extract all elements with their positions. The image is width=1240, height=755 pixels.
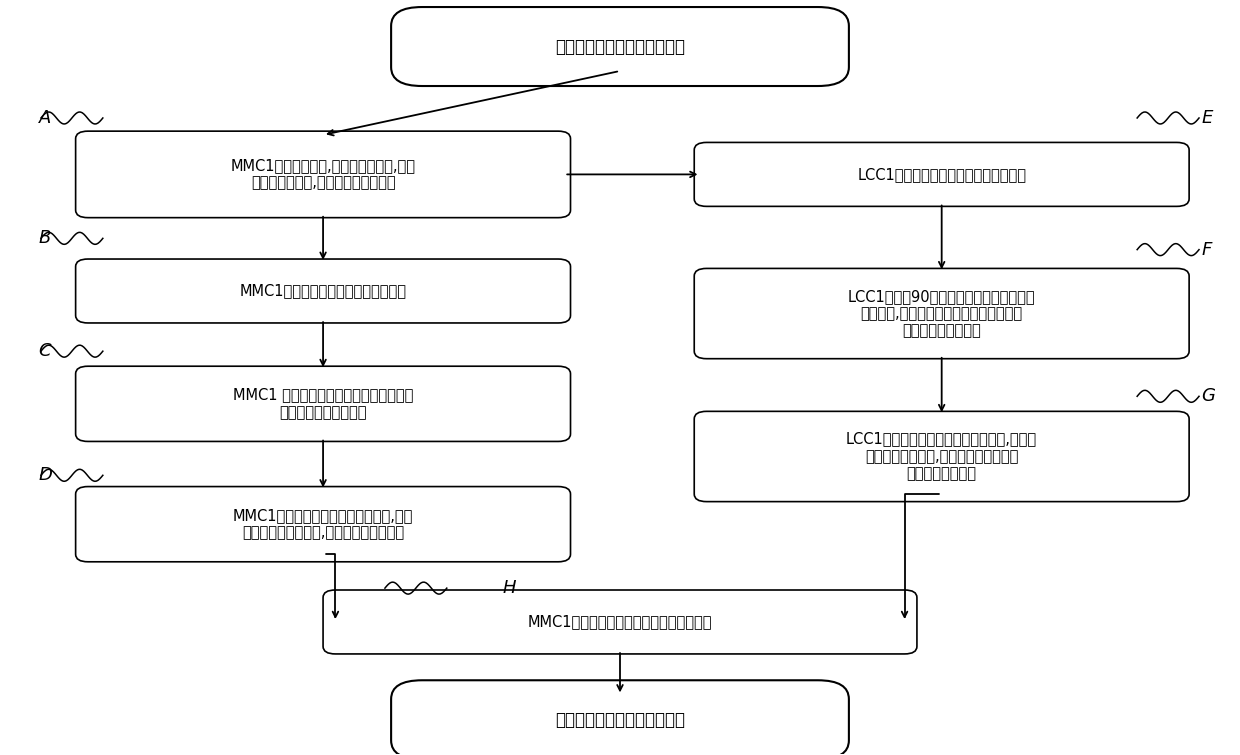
FancyBboxPatch shape — [694, 411, 1189, 501]
Text: E: E — [1202, 109, 1213, 127]
FancyBboxPatch shape — [391, 680, 849, 755]
Text: 各端待投入阀组在线投入完成: 各端待投入阀组在线投入完成 — [556, 710, 684, 729]
Text: A: A — [38, 109, 51, 127]
FancyBboxPatch shape — [694, 269, 1189, 359]
Text: H: H — [502, 579, 516, 597]
FancyBboxPatch shape — [324, 590, 916, 654]
Text: 各端待投入阀组在线投入开始: 各端待投入阀组在线投入开始 — [556, 38, 684, 56]
FancyBboxPatch shape — [76, 131, 570, 217]
Text: MMC1阀组直流场开关转为半投入状态: MMC1阀组直流场开关转为半投入状态 — [239, 283, 407, 298]
Text: MMC1 阀组直流电流指令自零逐渐提升至
当前直流线路电流水平: MMC1 阀组直流电流指令自零逐渐提升至 当前直流线路电流水平 — [233, 387, 413, 420]
Text: D: D — [38, 467, 52, 484]
FancyBboxPatch shape — [391, 7, 849, 86]
FancyBboxPatch shape — [76, 486, 570, 562]
FancyBboxPatch shape — [694, 143, 1189, 206]
FancyBboxPatch shape — [76, 366, 570, 442]
Text: LCC1阀组以90度触发角解锁并采用定直流
电流控制,直流电流指令自零逐渐提升至当
前直流线路电流水平: LCC1阀组以90度触发角解锁并采用定直流 电流控制,直流电流指令自零逐渐提升至… — [848, 288, 1035, 338]
Text: G: G — [1202, 387, 1215, 405]
Text: MMC1阀组启动充电,充电完成后解锁,进行
定直流电流控制,直流电流指令给为零: MMC1阀组启动充电,充电完成后解锁,进行 定直流电流控制,直流电流指令给为零 — [231, 159, 415, 190]
Text: B: B — [38, 230, 51, 248]
Text: MMC1阀组逐渐提升直流电压指令至额定值: MMC1阀组逐渐提升直流电压指令至额定值 — [528, 615, 712, 630]
FancyBboxPatch shape — [76, 259, 570, 323]
Text: LCC1阀组的直流场开关转为半投入状态: LCC1阀组的直流场开关转为半投入状态 — [857, 167, 1027, 182]
Text: F: F — [1202, 241, 1211, 259]
Text: LCC1阀组的直流场开关转为投入状态,阀组保
持定直流电流控制,电流指令给定为当前
直流线路电流水平: LCC1阀组的直流场开关转为投入状态,阀组保 持定直流电流控制,电流指令给定为当… — [846, 432, 1037, 482]
Text: MMC1阀组直流场开关转为投入状态,阀组
转为定直流电压控制,直流电压指令给为零: MMC1阀组直流场开关转为投入状态,阀组 转为定直流电压控制,直流电压指令给为零 — [233, 508, 413, 541]
Text: C: C — [38, 342, 51, 360]
